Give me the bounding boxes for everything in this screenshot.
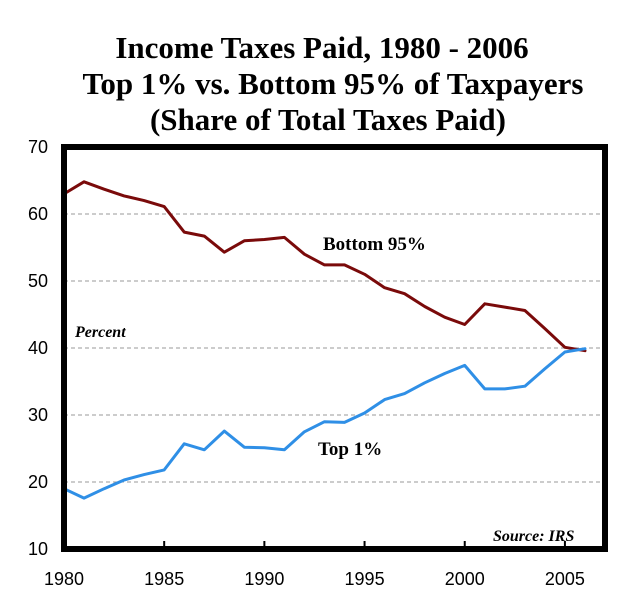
- series-label-bottom-95: Bottom 95%: [323, 234, 426, 255]
- y-tick-label-40: 40: [28, 338, 48, 358]
- title-line-3: (Share of Total Taxes Paid): [150, 102, 506, 137]
- series-label-top-1: Top 1%: [318, 439, 382, 460]
- title-line-1: Income Taxes Paid, 1980 - 2006: [115, 30, 528, 65]
- y-tick-label-50: 50: [28, 271, 48, 291]
- chart-title: Income Taxes Paid, 1980 - 2006 Top 1% vs…: [83, 30, 584, 137]
- x-tick-label-1990: 1990: [244, 569, 284, 589]
- title-line-2: Top 1% vs. Bottom 95% of Taxpayers: [83, 66, 584, 101]
- y-axis-ticks: 10 20 30 40 50 60 70: [28, 137, 48, 559]
- series-line-0: [62, 180, 587, 353]
- x-tick-label-1980: 1980: [44, 569, 84, 589]
- gridlines: [64, 213, 605, 483]
- y-tick-label-20: 20: [28, 472, 48, 492]
- x-tick-label-1995: 1995: [345, 569, 385, 589]
- y-tick-label-60: 60: [28, 204, 48, 224]
- y-tick-label-30: 30: [28, 405, 48, 425]
- plot-frame: [61, 144, 608, 552]
- series-line-1: [62, 347, 587, 500]
- y-axis-label: Percent: [74, 324, 126, 341]
- y-tick-label-70: 70: [28, 137, 48, 157]
- x-tick-label-1985: 1985: [144, 569, 184, 589]
- series-lines: [62, 180, 587, 500]
- y-tick-label-10: 10: [28, 539, 48, 559]
- source-note: Source: IRS: [493, 528, 574, 545]
- x-tick-label-2005: 2005: [545, 569, 585, 589]
- x-tick-label-2000: 2000: [445, 569, 485, 589]
